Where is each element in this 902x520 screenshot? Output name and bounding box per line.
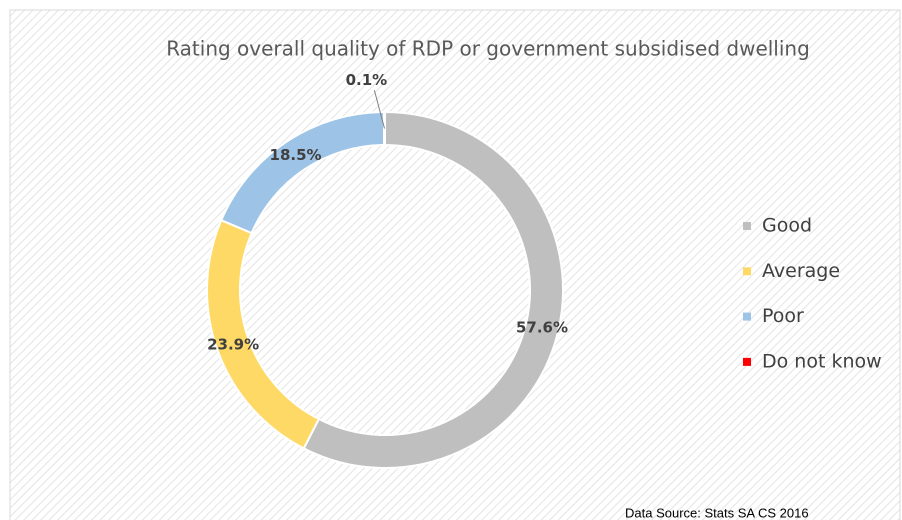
legend-label: Do not know — [762, 350, 882, 372]
legend-label: Good — [762, 215, 812, 237]
legend-swatch — [743, 267, 751, 276]
chart-title: Rating overall quality of RDP or governm… — [166, 37, 810, 61]
donut-slice — [302, 110, 564, 469]
leader-line — [373, 90, 385, 129]
data-label: 0.1% — [346, 71, 388, 89]
data-label: 18.5% — [270, 146, 322, 164]
legend-label: Average — [762, 260, 840, 282]
legend-swatch — [743, 222, 751, 230]
source-note: Data Source: Stats SA CS 2016 — [625, 505, 809, 520]
legend-label: Poor — [762, 305, 804, 327]
legend-swatch — [743, 312, 751, 321]
legend-swatch — [743, 357, 751, 366]
data-label: 57.6% — [516, 318, 568, 336]
data-label: 23.9% — [207, 335, 259, 353]
